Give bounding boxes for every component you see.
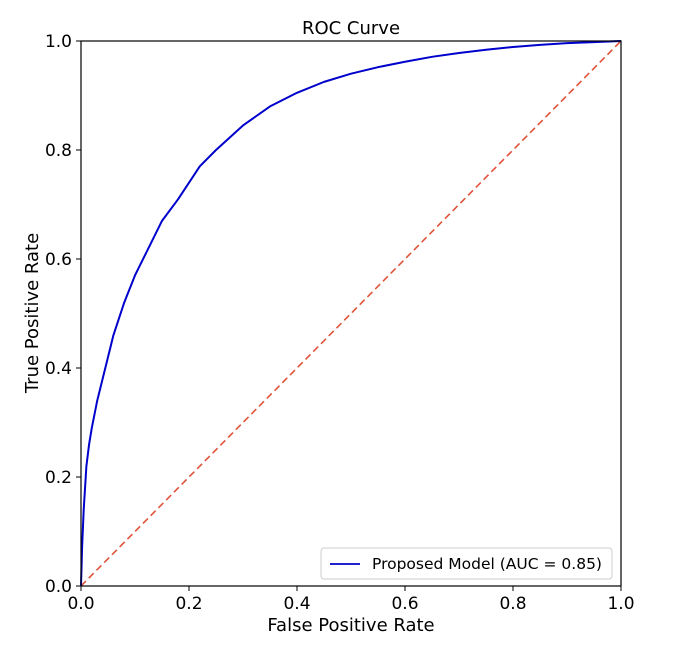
x-tick-label: 0.8 [499, 594, 526, 614]
x-tick-label: 0.6 [391, 594, 418, 614]
x-tick-label: 0.0 [67, 594, 94, 614]
chance-line [80, 40, 622, 587]
y-tick-label: 0.6 [45, 250, 72, 270]
series-layer [80, 40, 622, 587]
y-tick-label: 0.2 [45, 468, 72, 488]
x-tick-label: 0.4 [283, 594, 310, 614]
y-tick-label: 1.0 [45, 32, 72, 52]
x-tick-label: 1.0 [607, 594, 634, 614]
y-tick-label: 0.4 [45, 359, 72, 379]
x-tick-label: 0.2 [175, 594, 202, 614]
roc-curve-line [80, 40, 622, 587]
legend-box [320, 547, 613, 580]
plot-frame [80, 40, 622, 587]
legend-label: Proposed Model (AUC = 0.85) [372, 555, 602, 573]
x-axis-label: False Positive Rate [267, 615, 434, 636]
legend: Proposed Model (AUC = 0.85) [320, 547, 613, 580]
y-tick-label: 0.8 [45, 141, 72, 161]
chart-title: ROC Curve [302, 18, 400, 39]
y-axis-label: True Positive Rate [22, 233, 43, 394]
y-tick-label: 0.0 [45, 577, 72, 597]
axis-ticks: 0.0 0.2 0.4 0.6 0.8 1.0 0.0 0.2 0.4 0.6 0.8 1.0 [45, 32, 635, 614]
